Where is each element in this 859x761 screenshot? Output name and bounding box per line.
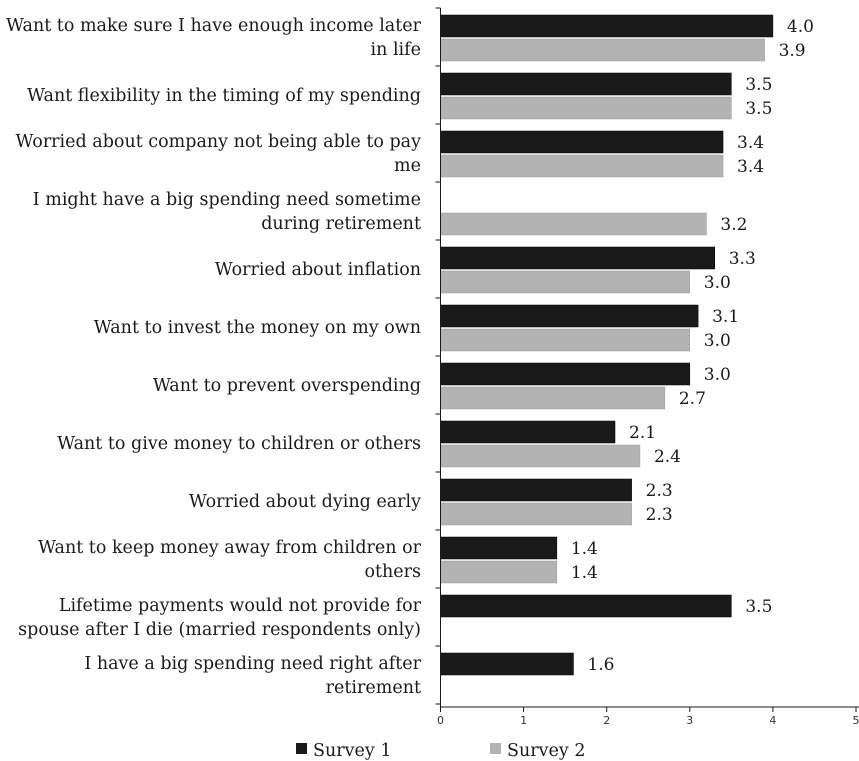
bar-survey-1	[440, 130, 724, 154]
bar-survey-2	[440, 386, 666, 410]
value-label: 3.5	[745, 75, 772, 95]
category-label: Want flexibility in the timing of my spe…	[27, 86, 421, 106]
x-tick-label: 0	[437, 714, 444, 727]
category-label: Worried about company not being able to …	[15, 132, 421, 152]
bar-survey-2	[440, 212, 707, 236]
category-label: Want to make sure I have enough income l…	[6, 16, 422, 36]
value-label: 3.4	[737, 133, 764, 153]
bar-survey-2	[440, 560, 558, 584]
category-label: Worried about dying early	[189, 492, 421, 512]
legend-swatch	[296, 743, 307, 754]
x-tick-label: 1	[520, 714, 527, 727]
bar-survey-2	[440, 444, 641, 468]
value-label: 3.1	[712, 307, 739, 327]
category-label: in life	[371, 40, 421, 60]
category-label: Worried about inflation	[215, 260, 421, 280]
legend-label: Survey 2	[507, 741, 585, 761]
value-label: 3.0	[704, 273, 731, 293]
axes: 0 1 2 3 4 5	[435, 7, 859, 727]
bar-survey-1	[440, 14, 774, 38]
value-label: 2.3	[646, 481, 673, 501]
value-label: 3.5	[745, 99, 772, 119]
value-label: 2.3	[646, 505, 673, 525]
category-label: Lifetime payments would not provide for	[59, 596, 422, 616]
bar-survey-2	[440, 154, 724, 178]
bar-survey-1	[440, 536, 558, 560]
value-label: 3.2	[720, 215, 747, 235]
value-label: 2.4	[654, 447, 681, 467]
legend-label: Survey 1	[313, 741, 391, 761]
bar-survey-2	[440, 270, 691, 294]
category-label: Want to keep money away from children or	[38, 538, 422, 558]
value-label: 2.1	[629, 423, 656, 443]
bar-survey-1	[440, 72, 732, 96]
value-label: 3.4	[737, 157, 764, 177]
value-label: 3.5	[745, 597, 772, 617]
bar-survey-1	[440, 594, 732, 618]
value-label: 3.9	[779, 41, 806, 61]
category-label: retirement	[326, 678, 421, 698]
category-labels: Want to make sure I have enough income l…	[6, 16, 422, 698]
legend: Survey 1 Survey 2	[296, 741, 585, 761]
value-label: 4.0	[787, 17, 814, 37]
category-label: Want to invest the money on my own	[94, 318, 421, 338]
value-label: 1.6	[587, 655, 614, 675]
category-label: me	[394, 156, 421, 176]
legend-swatch	[490, 743, 501, 754]
category-label: others	[364, 562, 421, 582]
category-label: spouse after I die (married respondents …	[18, 620, 421, 640]
value-label: 1.4	[571, 539, 598, 559]
category-label: I have a big spending need right after	[84, 654, 421, 674]
category-label: during retirement	[261, 214, 421, 234]
category-label: Want to give money to children or others	[57, 434, 421, 454]
value-labels: 4.0 3.9 3.5 3.5 3.4 3.4 3.2 3.3 3.0 3.1 3.0 3.0 2.7 2…	[571, 17, 814, 675]
bar-survey-1	[440, 362, 691, 386]
bar-survey-1	[440, 420, 616, 444]
bar-survey-2	[440, 38, 765, 62]
value-label: 1.4	[571, 563, 598, 583]
value-label: 3.0	[704, 365, 731, 385]
bar-survey-1	[440, 304, 699, 328]
bar-survey-1	[440, 478, 632, 502]
category-label: Want to prevent overspending	[153, 376, 421, 396]
value-label: 3.3	[729, 249, 756, 269]
bar-survey-2	[440, 328, 691, 352]
x-tick-label: 4	[769, 714, 776, 727]
bar-survey-2	[440, 502, 632, 526]
bar-survey-2	[440, 96, 732, 120]
value-label: 3.0	[704, 331, 731, 351]
category-label: I might have a big spending need sometim…	[33, 190, 421, 210]
x-tick-label: 3	[686, 714, 693, 727]
bar-survey-1	[440, 652, 574, 676]
x-tick-label: 2	[603, 714, 610, 727]
x-tick-label: 5	[853, 714, 859, 727]
bar-survey-1	[440, 246, 715, 270]
value-label: 2.7	[679, 389, 706, 409]
